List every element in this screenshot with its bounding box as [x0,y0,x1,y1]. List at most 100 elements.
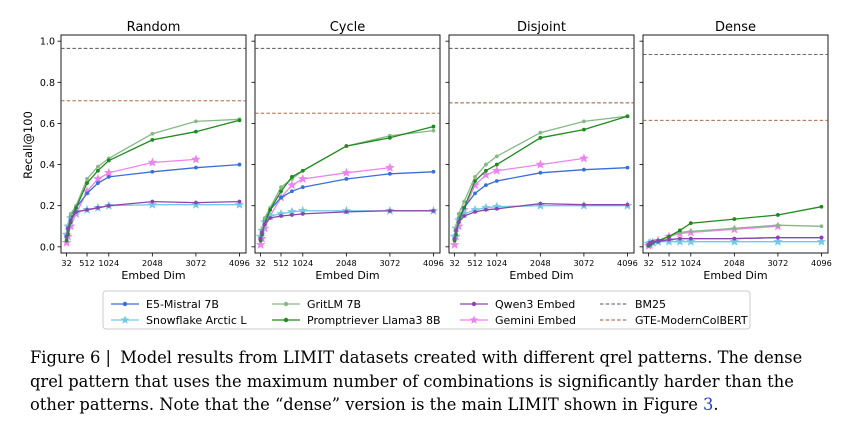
data-point [776,235,780,240]
data-point [290,189,294,194]
legend-item-qwen3-embed: Qwen3 Embed [460,298,575,311]
x-tick-label: 3072 [573,258,594,268]
data-point [431,124,436,129]
series-promptriever-llama3-8b [64,118,242,243]
x-axis-label: Embed Dim [121,269,185,282]
data-point [650,239,655,244]
data-point [473,175,477,179]
data-point [456,220,461,225]
legend-item-promptriever-llama3-8b: Promptriever Llama3 8B [272,314,441,327]
data-point [344,177,349,181]
x-tick-label: 2048 [530,258,551,268]
data-point [686,236,696,246]
x-tick-label: 3072 [767,258,788,268]
data-point [688,236,693,241]
series-line [65,118,240,239]
x-tick-label: 512 [273,258,289,268]
data-point [385,162,395,172]
data-point [64,234,69,239]
caption-figure-ref-link[interactable]: 3 [703,395,714,414]
data-point [582,127,586,132]
data-point [194,129,198,134]
y-axis-label: Recall@100 [21,111,35,179]
data-point [819,204,824,209]
y-tick-label: 0.0 [40,242,55,253]
data-point [290,175,294,179]
data-point [494,206,499,211]
data-point [688,221,693,226]
caption-text: Model results from LIMIT datasets create… [30,348,803,414]
data-point [538,201,543,206]
plot-frame [60,34,247,254]
series-line [453,115,628,241]
panel-disjoint: Disjoint 32 512 1024 2048 3072 4096 Embed Dim [445,20,638,282]
legend-marker [469,315,479,324]
data-point [74,209,79,214]
x-tick-label: 32 [449,258,459,268]
legend-marker [283,301,289,307]
legend-item-gritlm-7b: GritLM 7B [272,298,361,311]
data-point [535,159,546,169]
data-point [449,239,460,249]
data-point [341,167,352,177]
series-qwen3-embed [452,201,630,241]
data-point [268,216,273,220]
data-point [66,226,70,231]
data-point [492,165,502,175]
caption-text-end: . [713,395,719,414]
data-point [484,162,488,167]
data-point [819,224,824,229]
x-tick-label: 2048 [336,258,357,268]
panel-dense: Dense 32 512 1024 2048 3072 4096 Embed Dim [639,20,832,282]
legend-label: Snowflake Arctic L [146,314,247,327]
data-point [300,212,305,216]
data-point [237,118,242,123]
x-tick-label: 1024 [486,258,507,268]
data-point [625,202,630,207]
data-point [64,238,69,243]
x-tick-label: 3072 [185,258,206,268]
data-point [68,218,73,222]
data-point [452,236,457,241]
data-point [96,205,100,210]
x-tick-label: 1024 [292,258,313,268]
data-point [96,168,100,173]
data-point [462,214,467,218]
data-point [582,119,586,124]
series-qwen3-embed [258,208,436,241]
x-axis-label: Embed Dim [509,269,573,282]
data-point [300,185,305,190]
legend-marker [120,315,130,324]
data-point [279,214,283,218]
legend-label: BM25 [635,298,666,311]
data-point [85,207,89,212]
data-point [106,203,111,208]
data-point [74,205,79,210]
series-snowflake-arctic-l [61,199,245,239]
data-point [287,180,297,190]
series-line [453,202,628,239]
panel-title: Dense [715,20,756,35]
data-point [688,229,693,234]
data-point [776,213,780,217]
data-point [582,202,586,207]
series-line [259,171,434,239]
data-point [462,205,467,210]
data-point [732,236,737,241]
x-tick-label: 512 [661,258,677,268]
data-point [279,185,283,190]
y-tick-label: 0.6 [40,119,55,130]
legend-item-e5-mistral-7b: E5-Mistral 7B [111,298,219,311]
data-point [454,228,458,233]
plot-frame [448,34,635,254]
panel-title: Cycle [330,20,366,35]
data-point [678,236,682,241]
figure-caption: Figure 6 | Model results from LIMIT data… [30,346,835,417]
data-point [147,157,158,167]
legend-label: GTE-ModernColBERT [635,314,748,327]
y-tick-label: 1.0 [40,37,55,48]
data-point [191,154,201,164]
x-tick-label: 4096 [423,258,444,268]
data-point [388,208,392,213]
